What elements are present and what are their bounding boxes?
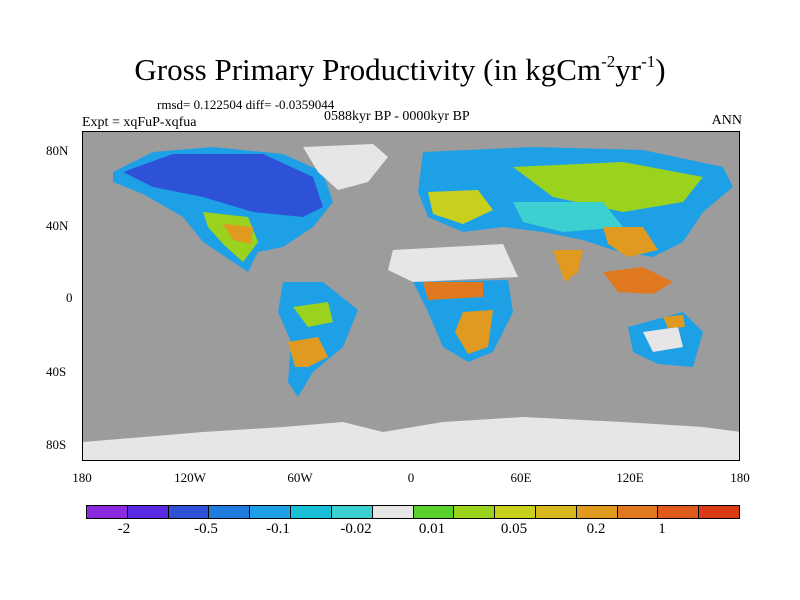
se-asia bbox=[603, 267, 673, 294]
period-label: 0588kyr BP - 0000kyr BP bbox=[324, 109, 470, 124]
map-canvas bbox=[83, 144, 739, 460]
canada-dark bbox=[123, 154, 323, 217]
colorbar-swatch-12 bbox=[576, 506, 618, 518]
colorbar-swatch-2 bbox=[168, 506, 210, 518]
colorbar-swatch-9 bbox=[454, 506, 496, 518]
southern-africa-orange bbox=[455, 310, 493, 354]
lat-label-40n: 40N bbox=[46, 218, 69, 233]
colorbar-label: -0.1 bbox=[266, 521, 290, 537]
central-asia-cyan bbox=[513, 202, 623, 232]
lon-label-180e: 180 bbox=[730, 470, 750, 485]
sahel-orange bbox=[423, 282, 483, 300]
antarctica bbox=[83, 417, 739, 460]
australia-north bbox=[663, 315, 685, 328]
china-orange bbox=[603, 227, 658, 257]
usa-southeast bbox=[223, 224, 253, 244]
colorbar-label: 0.2 bbox=[586, 521, 606, 537]
season-label: ANN bbox=[711, 113, 742, 128]
south-america-orange bbox=[288, 337, 328, 367]
colorbar-swatch-11 bbox=[535, 506, 577, 518]
colorbar-swatch-1 bbox=[127, 506, 169, 518]
colorbar-swatch-0 bbox=[87, 506, 128, 518]
amazon-green bbox=[293, 302, 333, 327]
world-map bbox=[82, 131, 740, 461]
colorbar-swatch-6 bbox=[331, 506, 373, 518]
colorbar-label: -0.5 bbox=[194, 521, 218, 537]
colorbar-label: 0.01 bbox=[418, 521, 446, 537]
colorbar-swatch-5 bbox=[291, 506, 332, 518]
lon-label-120e: 120E bbox=[616, 470, 644, 485]
experiment-label: Expt = xqFuP-xqfua bbox=[82, 115, 197, 130]
europe-yellow bbox=[428, 190, 493, 224]
lon-label-180w: 180 bbox=[72, 470, 92, 485]
lat-label-80s: 80S bbox=[46, 437, 67, 452]
lat-label-40s: 40S bbox=[46, 364, 67, 379]
lon-label-60e: 60E bbox=[510, 470, 532, 485]
colorbar-swatch-14 bbox=[658, 506, 700, 518]
colorbar bbox=[86, 505, 740, 519]
sahara-ice bbox=[388, 244, 518, 282]
colorbar-swatch-7 bbox=[372, 506, 414, 518]
colorbar-swatch-13 bbox=[617, 506, 659, 518]
lat-label-0: 0 bbox=[66, 290, 73, 305]
colorbar-label: -0.02 bbox=[340, 521, 372, 537]
stats-text: rmsd= 0.122504 diff= -0.0359044 bbox=[157, 97, 335, 112]
australia-interior bbox=[643, 327, 683, 352]
colorbar-label: 0.05 bbox=[500, 521, 528, 537]
siberia-green bbox=[513, 162, 703, 212]
colorbar-label: 1 bbox=[658, 521, 666, 537]
colorbar-swatch-3 bbox=[209, 506, 251, 518]
usa-east-green bbox=[203, 212, 258, 262]
chart-title: Gross Primary Productivity (in kgCm-2yr-… bbox=[134, 52, 666, 87]
lon-label-120w: 120W bbox=[174, 470, 206, 485]
colorbar-swatch-10 bbox=[495, 506, 536, 518]
greenland bbox=[303, 144, 388, 190]
lon-label-60w: 60W bbox=[287, 470, 313, 485]
colorbar-swatch-4 bbox=[250, 506, 292, 518]
colorbar-swatch-8 bbox=[413, 506, 455, 518]
colorbar-swatch-15 bbox=[699, 506, 739, 518]
colorbar-label: -2 bbox=[117, 521, 131, 537]
lon-label-0: 0 bbox=[407, 470, 415, 485]
lat-label-80n: 80N bbox=[46, 143, 69, 158]
india bbox=[553, 250, 583, 282]
